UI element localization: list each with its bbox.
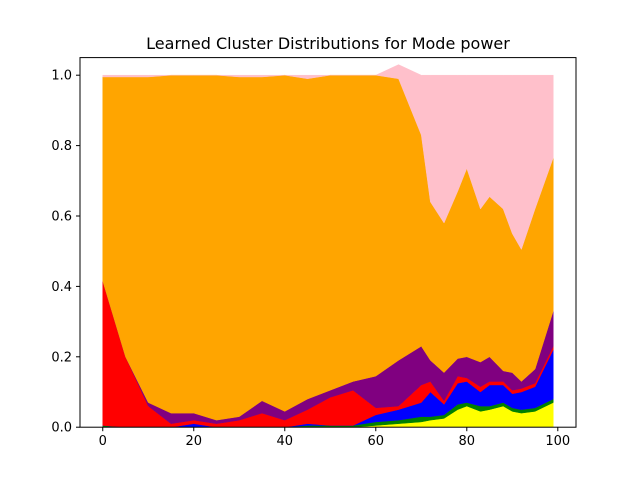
x-tick-label: 100 (545, 434, 570, 449)
y-tick-label: 1.0 (51, 69, 72, 84)
x-tick-label: 80 (459, 434, 476, 449)
x-tick-label: 20 (185, 434, 202, 449)
y-tick-label: 0.4 (51, 280, 72, 295)
area-layers (102, 64, 554, 428)
x-tick-label: 40 (276, 434, 293, 449)
y-tick-label: 0.8 (51, 139, 72, 154)
y-tick-label: 0.6 (51, 210, 72, 225)
y-axis-ticks: 0.0 0.2 0.4 0.6 0.8 1.0 (51, 69, 80, 436)
x-tick-label: 0 (99, 434, 107, 449)
area-series-6 (102, 64, 554, 251)
x-axis-ticks: 0 20 40 60 80 100 (99, 427, 570, 449)
y-tick-label: 0.2 (51, 350, 72, 365)
plot-frame (79, 57, 577, 428)
chart-title: Learned Cluster Distributions for Mode p… (146, 34, 510, 53)
x-tick-label: 60 (368, 434, 385, 449)
y-tick-label: 0.0 (51, 421, 72, 436)
